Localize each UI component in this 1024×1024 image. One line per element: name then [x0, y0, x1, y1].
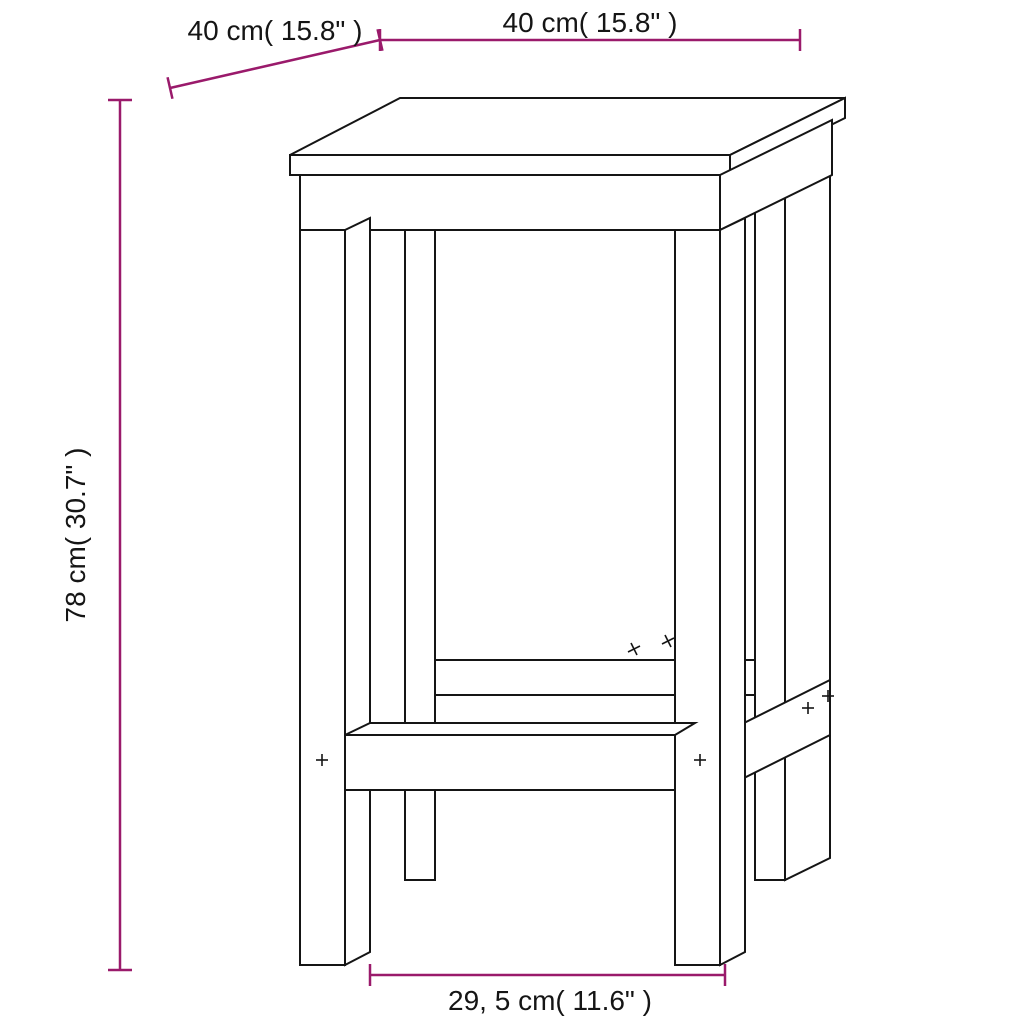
dim-label-depth: 40 cm( 15.8" )	[188, 15, 363, 46]
stool-drawing	[290, 98, 845, 965]
dim-label-width: 40 cm( 15.8" )	[503, 7, 678, 38]
dimension-diagram: 40 cm( 15.8" ) 40 cm( 15.8" ) 78 cm( 30.…	[0, 0, 1024, 1024]
leg-front-left	[300, 218, 370, 965]
stretcher-front	[345, 723, 695, 790]
dim-label-inner: 29, 5 cm( 11.6" )	[448, 985, 652, 1016]
dim-label-height: 78 cm( 30.7" )	[60, 448, 91, 623]
leg-back-right	[755, 148, 830, 880]
leg-front-right	[675, 218, 745, 965]
